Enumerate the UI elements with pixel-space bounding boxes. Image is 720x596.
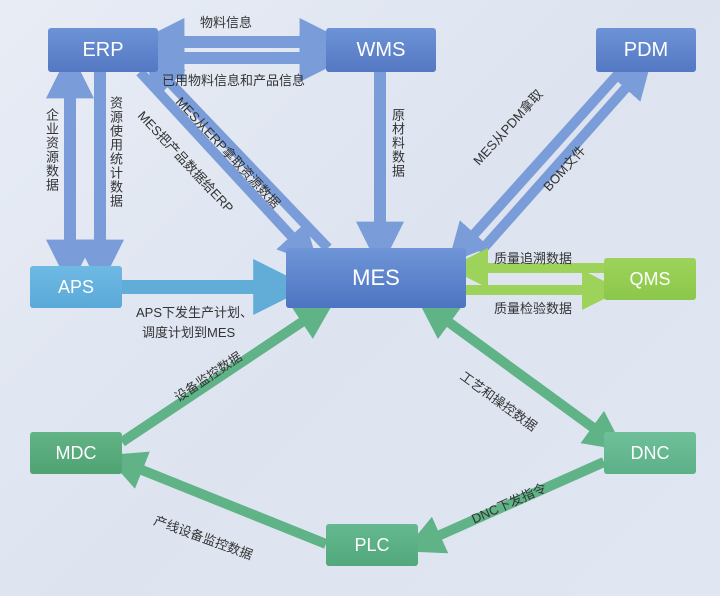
edge-label-l4: 资源使用统计数据 — [106, 96, 125, 208]
edge-label-l5: MES把产品数据给ERP — [134, 106, 239, 216]
edge-label-l8: MES从PDM拿取 — [468, 85, 546, 169]
edge-label-l3: 企业资源数据 — [42, 108, 61, 192]
edge-label-l13: 设备监控数据 — [170, 346, 245, 405]
edge-label-l2: 已用物料信息和产品信息 — [162, 70, 305, 89]
node-pdm: PDM — [596, 28, 696, 72]
node-mdc: MDC — [30, 432, 122, 474]
node-aps: APS — [30, 266, 122, 308]
edge-label-l15: 产线设备监控数据 — [152, 510, 256, 563]
edge-label-l11: 质量追溯数据 — [494, 248, 572, 267]
node-wms: WMS — [326, 28, 436, 72]
edge-label-l9: BOM文件 — [538, 141, 589, 195]
edge-e15 — [122, 462, 326, 544]
edge-label-l10b: 调度计划到MES — [142, 322, 235, 341]
edge-label-l14: 工艺和操控数据 — [457, 366, 542, 435]
edge-label-l7: 原材料数据 — [388, 108, 407, 178]
node-dnc: DNC — [604, 432, 696, 474]
edge-label-l1: 物料信息 — [200, 12, 252, 31]
node-plc: PLC — [326, 524, 418, 566]
node-erp: ERP — [48, 28, 158, 72]
edge-label-l10: APS下发生产计划、 — [136, 302, 253, 321]
edge-label-l16: DNC下发指令 — [468, 477, 549, 527]
node-qms: QMS — [604, 258, 696, 300]
edge-e5 — [140, 72, 306, 252]
node-mes: MES — [286, 248, 466, 308]
edge-label-l12: 质量检验数据 — [494, 298, 572, 317]
